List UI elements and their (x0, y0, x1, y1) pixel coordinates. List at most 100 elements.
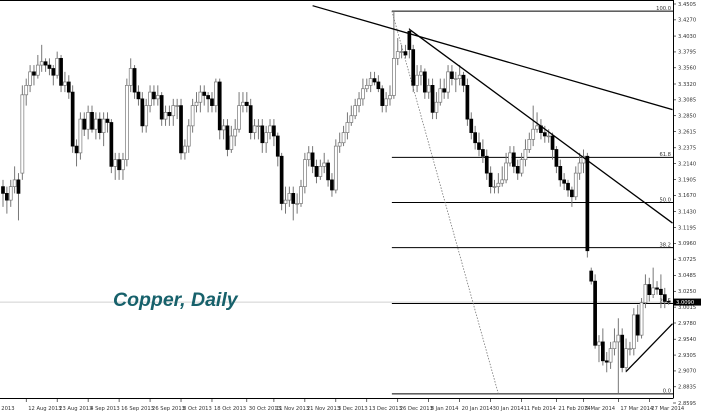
candle (310, 146, 315, 174)
candle (411, 44, 416, 93)
candle (109, 119, 114, 174)
price-tick-label: 3.1430 (678, 209, 696, 215)
candle (252, 119, 257, 140)
candle-body-bull (144, 105, 149, 127)
candle-body-bull (446, 71, 450, 93)
trendline[interactable] (312, 5, 673, 111)
candle (504, 152, 508, 184)
candle (473, 125, 477, 150)
price-axis[interactable]: 3.4505 3.4270 3.4030 3.3795 3.3560 3.3320 3.30… (673, 2, 696, 407)
candle-body-bear (248, 105, 253, 133)
candle-body-bear (566, 182, 570, 191)
candle (78, 112, 83, 160)
candle-body-bear (140, 98, 145, 127)
candle (341, 125, 346, 147)
trendline[interactable] (408, 28, 673, 224)
candle (5, 186, 9, 214)
candle-body-bull (364, 85, 369, 90)
candle-body-bear (550, 135, 555, 150)
candle (492, 179, 497, 194)
price-tick-label: 3.2850 (678, 114, 696, 120)
candle-body-bear (66, 81, 71, 93)
candle (140, 92, 145, 133)
candle-body-bull (361, 88, 365, 100)
candle (361, 78, 365, 106)
candle (600, 328, 605, 366)
candle (624, 338, 628, 373)
candle (59, 54, 63, 93)
trendline[interactable] (625, 323, 673, 373)
candle-body-bear (152, 91, 156, 100)
candle (206, 92, 210, 113)
candle-body-bull (24, 85, 29, 96)
candle (279, 152, 284, 211)
candle-body-bear (272, 125, 276, 137)
candle-body-bull (283, 199, 288, 204)
candle-body-bull (39, 61, 44, 66)
candle (372, 71, 377, 86)
candle (481, 139, 485, 163)
candle (306, 146, 311, 167)
candle-body-bull (8, 186, 13, 201)
candle-body-bull (535, 125, 539, 130)
candle-body-bull (241, 101, 245, 106)
candle-body-bear (469, 118, 474, 133)
candle (190, 98, 195, 133)
candle-body-bull (318, 166, 323, 177)
candle (171, 98, 176, 126)
candle (419, 65, 423, 86)
candle (214, 78, 218, 113)
candle (527, 132, 532, 153)
candle (647, 277, 652, 302)
candle (217, 78, 222, 140)
candle-body-bear (473, 132, 477, 144)
candle-body-bear (484, 155, 489, 174)
trendlines[interactable] (312, 5, 673, 373)
candle (248, 98, 253, 140)
candle-body-bull (337, 142, 342, 147)
candle (515, 159, 520, 180)
candle-body-bear (291, 193, 296, 204)
candle (384, 92, 388, 113)
candle-body-bull (434, 101, 439, 113)
fib-trend-dotted-line[interactable] (391, 10, 499, 394)
candle-body-bear (206, 95, 210, 100)
candle (577, 152, 582, 180)
candle-body-bear (585, 155, 590, 252)
candle (589, 267, 594, 285)
candle-body-bull (333, 145, 338, 191)
candle-body-bull (368, 78, 373, 86)
candle (105, 112, 110, 133)
candle-body-bull (148, 91, 152, 106)
candle-body-bear (159, 95, 164, 120)
candle-body-bull (643, 284, 648, 304)
candle-body-bear (380, 88, 385, 106)
price-tick-label: 3.4505 (678, 2, 696, 8)
candle-body-bull (573, 172, 578, 198)
candle-body-bear (244, 101, 249, 106)
candle-body-bear (558, 166, 563, 181)
candle (523, 139, 528, 167)
candle-body-bear (450, 71, 454, 79)
candle-body-bull (581, 155, 586, 164)
candle (604, 352, 609, 373)
date-tick-label: 3 Dec 2013 (338, 406, 368, 412)
candle (287, 186, 292, 207)
candle (221, 119, 226, 140)
candle-body-bear (82, 118, 87, 130)
fibonacci-retracement[interactable]: 100.061.850.038.223.60.0 (391, 6, 673, 395)
candle (179, 98, 183, 160)
candle-body-bull (457, 74, 462, 79)
candle (639, 298, 644, 339)
candle (202, 85, 207, 106)
candle (349, 105, 354, 126)
candle-body-bear (488, 172, 493, 187)
candle (430, 78, 435, 120)
candle-body-bull (113, 159, 118, 167)
candle-body-bear (570, 189, 574, 198)
date-tick-label: 30 Jan 2014 (493, 406, 525, 412)
candle (70, 85, 75, 153)
candle-body-bull (121, 159, 125, 171)
